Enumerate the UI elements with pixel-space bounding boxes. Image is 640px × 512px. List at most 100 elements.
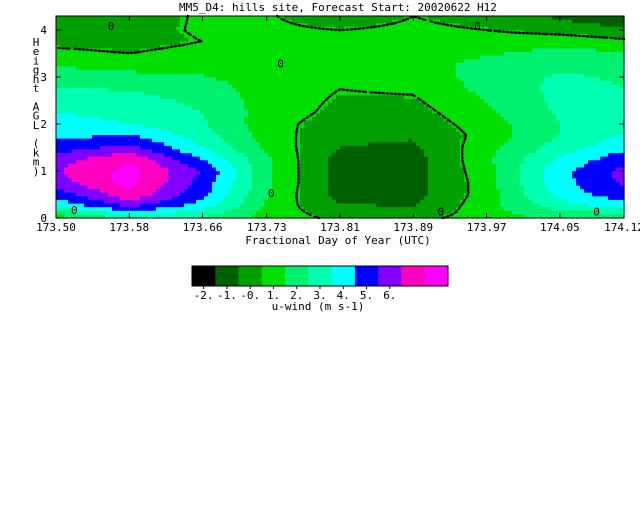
heatmap-cell — [128, 48, 133, 53]
heatmap-cell — [564, 37, 569, 42]
heatmap-cell — [60, 109, 65, 114]
heatmap-cell — [332, 52, 337, 57]
heatmap-cell — [224, 113, 229, 118]
heatmap-cell — [388, 19, 393, 24]
heatmap-cell — [208, 55, 213, 60]
heatmap-cell — [408, 95, 413, 100]
heatmap-cell — [384, 70, 389, 75]
heatmap-cell — [480, 88, 485, 93]
heatmap-cell — [204, 48, 209, 53]
heatmap-cell — [456, 52, 461, 57]
heatmap-cell — [56, 16, 61, 21]
heatmap-cell — [128, 124, 133, 129]
heatmap-cell — [428, 127, 433, 133]
heatmap-cell — [176, 26, 181, 32]
heatmap-cell — [104, 120, 109, 125]
heatmap-cell — [500, 16, 505, 21]
heatmap-cell — [500, 26, 505, 32]
heatmap-cell — [128, 135, 133, 140]
heatmap-cell — [620, 23, 625, 28]
heatmap-cell — [260, 124, 265, 129]
heatmap-cell — [564, 124, 569, 129]
heatmap-cell — [436, 37, 441, 42]
heatmap-cell — [396, 106, 401, 111]
heatmap-cell — [600, 62, 605, 68]
heatmap-cell — [540, 117, 545, 122]
heatmap-cell — [468, 124, 473, 129]
heatmap-cell — [272, 16, 277, 21]
heatmap-cell — [408, 109, 413, 114]
heatmap-cell — [600, 117, 605, 122]
heatmap-cell — [484, 109, 489, 114]
heatmap-cell — [136, 70, 141, 75]
heatmap-cell — [540, 102, 545, 107]
heatmap-cell — [212, 120, 217, 125]
heatmap-cell — [328, 48, 333, 53]
heatmap-cell — [508, 66, 513, 71]
heatmap-cell — [396, 59, 401, 64]
heatmap-cell — [176, 41, 181, 46]
heatmap-cell — [428, 30, 433, 35]
heatmap-cell — [588, 109, 593, 114]
heatmap-cell — [316, 91, 321, 96]
heatmap-cell — [148, 120, 153, 125]
heatmap-cell — [132, 102, 137, 107]
heatmap-cell — [344, 113, 349, 118]
heatmap-cell — [232, 84, 237, 89]
heatmap-cell — [344, 117, 349, 122]
heatmap-cell — [92, 16, 97, 21]
heatmap-cell — [528, 34, 533, 39]
heatmap-cell — [232, 120, 237, 125]
heatmap-cell — [444, 98, 449, 104]
heatmap-cell — [616, 23, 621, 28]
heatmap-cell — [88, 127, 93, 133]
heatmap-cell — [160, 77, 165, 82]
heatmap-cell — [152, 113, 157, 118]
heatmap-cell — [352, 106, 357, 111]
heatmap-cell — [120, 37, 125, 42]
heatmap-cell — [532, 23, 537, 28]
heatmap-cell — [484, 131, 489, 136]
heatmap-cell — [164, 55, 169, 60]
heatmap-cell — [152, 84, 157, 89]
heatmap-cell — [500, 37, 505, 42]
heatmap-cell — [268, 80, 273, 86]
heatmap-cell — [444, 70, 449, 75]
heatmap-cell — [260, 127, 265, 133]
heatmap-cell — [404, 113, 409, 118]
heatmap-cell — [336, 48, 341, 53]
heatmap-cell — [268, 41, 273, 46]
heatmap-cell — [220, 30, 225, 35]
heatmap-cell — [116, 124, 121, 129]
heatmap-cell — [180, 88, 185, 93]
heatmap-cell — [532, 16, 537, 21]
heatmap-cell — [560, 95, 565, 100]
heatmap-cell — [120, 91, 125, 96]
heatmap-cell — [448, 120, 453, 125]
heatmap-cell — [332, 19, 337, 24]
heatmap-cell — [436, 124, 441, 129]
heatmap-cell — [364, 30, 369, 35]
heatmap-cell — [460, 41, 465, 46]
heatmap-cell — [152, 73, 157, 78]
heatmap-cell — [252, 77, 257, 82]
heatmap-cell — [304, 37, 309, 42]
heatmap-cell — [292, 113, 297, 118]
heatmap-cell — [576, 106, 581, 111]
heatmap-cell — [148, 34, 153, 39]
heatmap-cell — [420, 44, 425, 50]
heatmap-cell — [124, 91, 129, 96]
heatmap-cell — [240, 55, 245, 60]
heatmap-cell — [440, 127, 445, 133]
heatmap-cell — [556, 106, 561, 111]
heatmap-cell — [504, 109, 509, 114]
heatmap-cell — [332, 127, 337, 133]
heatmap-cell — [152, 37, 157, 42]
heatmap-cell — [564, 62, 569, 68]
heatmap-cell — [476, 41, 481, 46]
heatmap-cell — [276, 84, 281, 89]
heatmap-cell — [136, 113, 141, 118]
heatmap-cell — [168, 95, 173, 100]
heatmap-cell — [144, 88, 149, 93]
heatmap-cell — [404, 44, 409, 50]
